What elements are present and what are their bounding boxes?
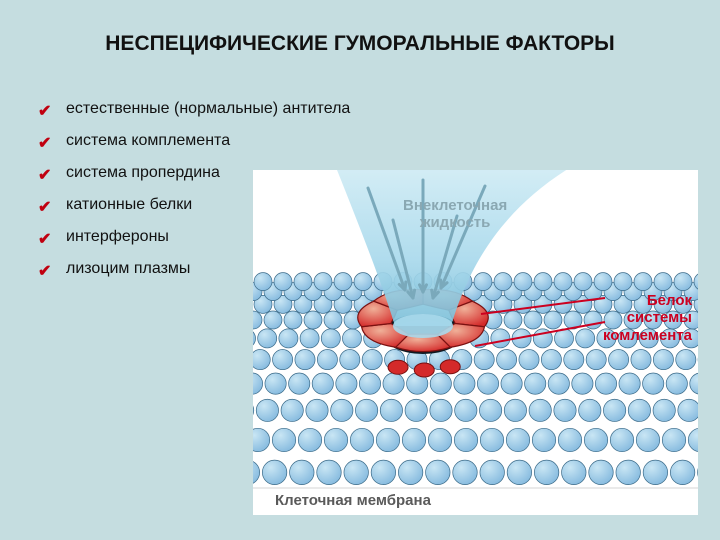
caption-protein-line2: системы [627, 309, 692, 326]
list-item-label: естественные (нормальные) антитела [66, 100, 350, 117]
check-icon: ✔ [38, 165, 51, 185]
list-item: ✔ система комплемента [38, 132, 350, 150]
caption-protein-line3: комлемента [603, 327, 692, 344]
diagram-complement-pore: Внеклеточная жидкость Белок системы комл… [253, 170, 698, 515]
caption-cell-membrane: Клеточная мембрана [275, 492, 431, 509]
caption-complement-protein: Белок системы комлемента [603, 292, 692, 344]
list-item-label: интерфероны [66, 228, 169, 245]
caption-membrane-text: Клеточная мембрана [275, 492, 431, 509]
check-icon: ✔ [38, 133, 51, 153]
caption-fluid-line2: жидкость [420, 214, 491, 231]
caption-extracellular-fluid: Внеклеточная жидкость [403, 198, 507, 231]
caption-fluid-line1: Внеклеточная [403, 197, 507, 214]
check-icon: ✔ [38, 101, 51, 121]
list-item-label: лизоцим плазмы [66, 260, 190, 277]
check-icon: ✔ [38, 229, 51, 249]
list-item-label: система комплемента [66, 132, 230, 149]
check-icon: ✔ [38, 261, 51, 281]
page-title-text: НЕСПЕЦИФИЧЕСКИЕ ГУМОРАЛЬНЫЕ ФАКТОРЫ [105, 32, 614, 55]
list-item-label: система пропердина [66, 164, 220, 181]
list-item-label: катионные белки [66, 196, 192, 213]
check-icon: ✔ [38, 197, 51, 217]
caption-protein-line1: Белок [647, 292, 692, 309]
list-item: ✔ естественные (нормальные) антитела [38, 100, 350, 118]
page-title: НЕСПЕЦИФИЧЕСКИЕ ГУМОРАЛЬНЫЕ ФАКТОРЫ [0, 32, 720, 56]
